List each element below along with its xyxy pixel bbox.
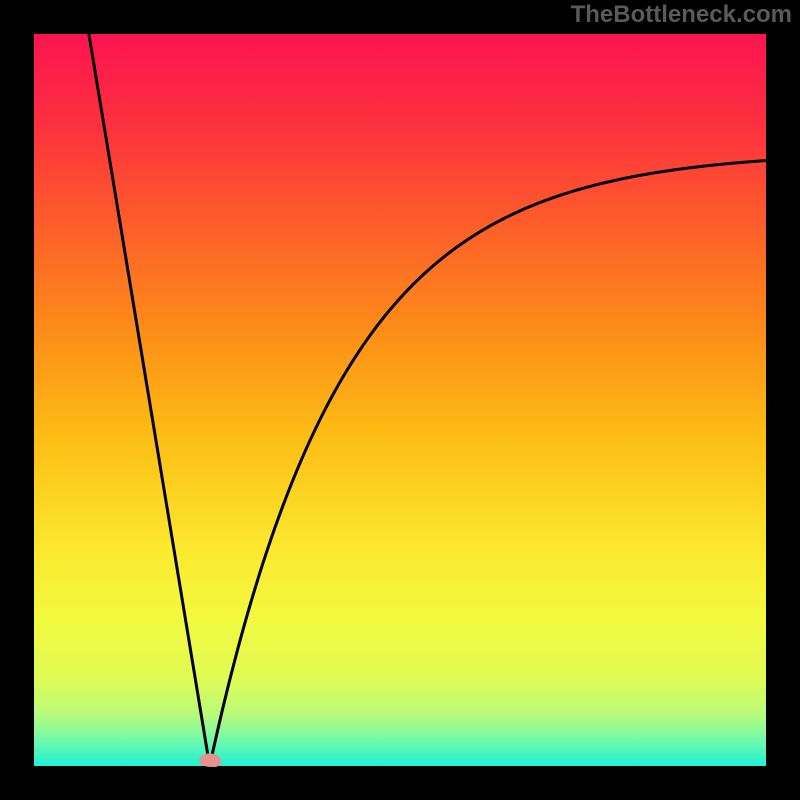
watermark-text: TheBottleneck.com [571, 0, 792, 30]
chart-svg [0, 0, 800, 800]
chart-container: TheBottleneck.com [0, 0, 800, 800]
